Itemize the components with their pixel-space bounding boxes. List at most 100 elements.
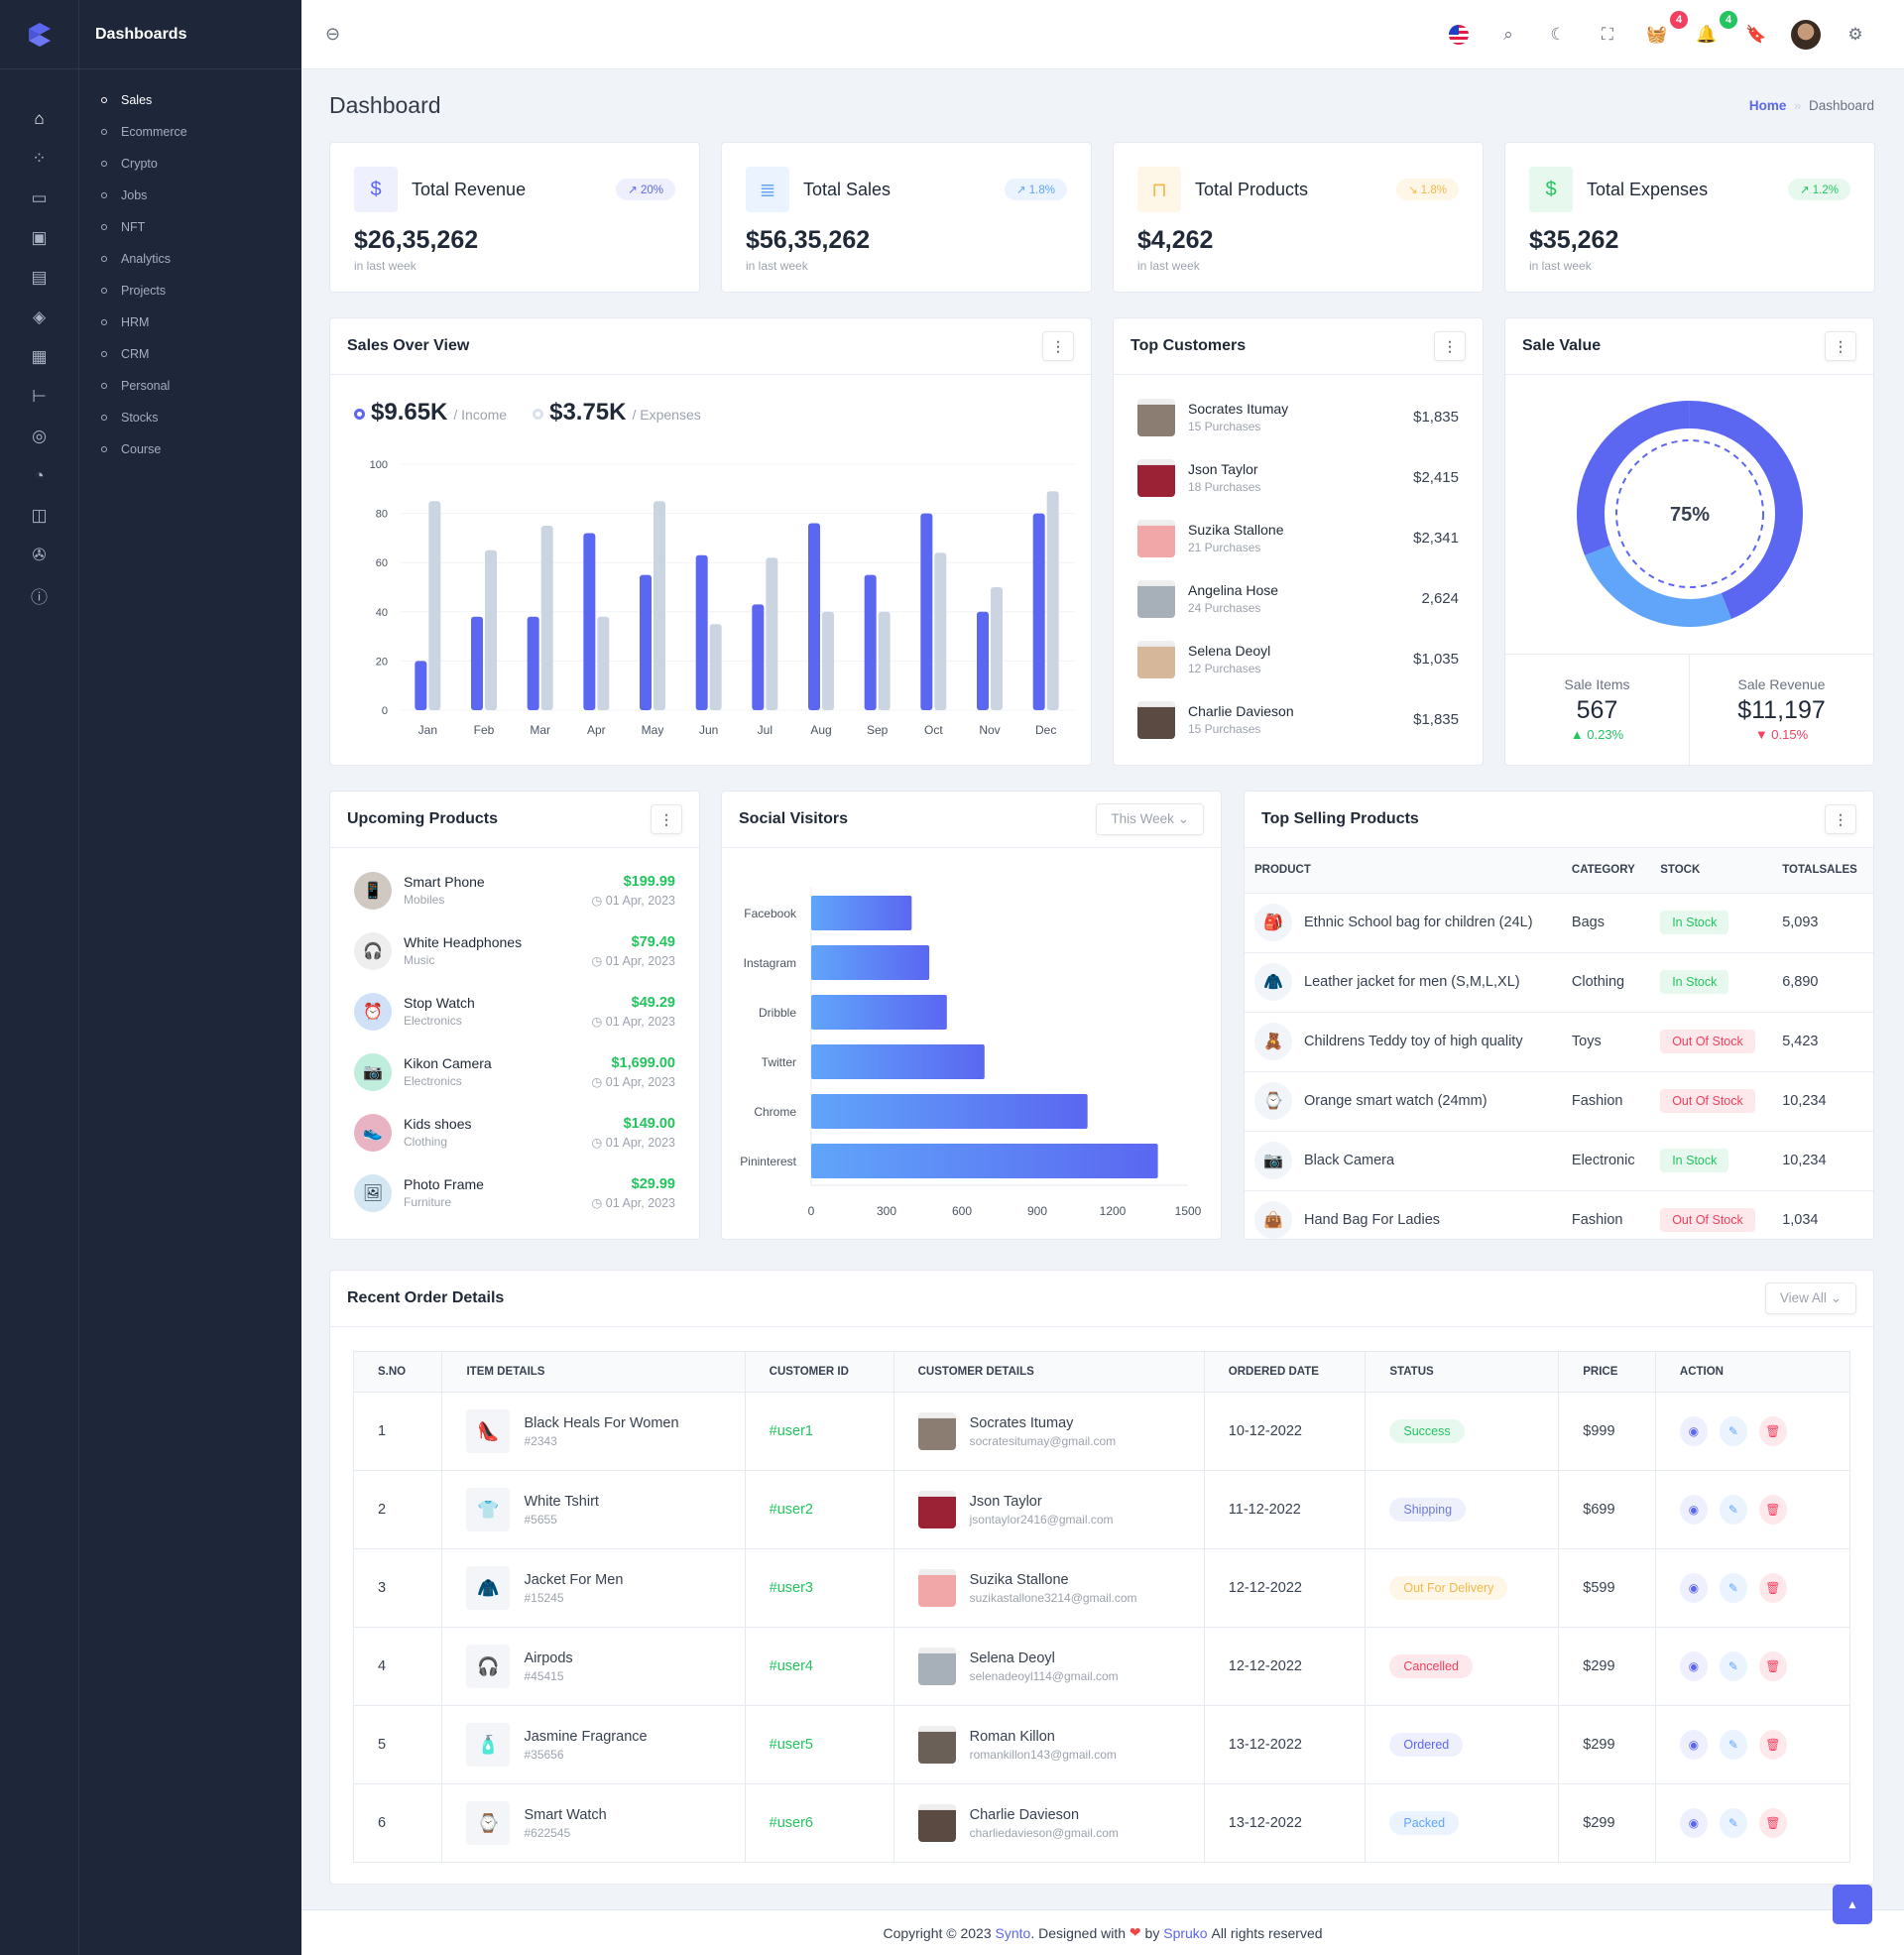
- customer-item[interactable]: Angelina Hose 24 Purchases 2,624: [1114, 568, 1483, 629]
- stock-badge: In Stock: [1660, 911, 1729, 934]
- sidebar-item-crm[interactable]: CRM: [79, 338, 301, 370]
- edit-pencil-icon[interactable]: ✎: [1719, 1730, 1747, 1760]
- delete-trash-icon[interactable]: 🗑: [1758, 1808, 1787, 1838]
- table-row[interactable]: 📷 Black Camera Electronic In Stock 10,234: [1245, 1131, 1873, 1191]
- sidebar-item-personal[interactable]: Personal: [79, 370, 301, 402]
- table-row[interactable]: 👜 Hand Bag For Ladies Fashion Out Of Stock 1…: [1245, 1190, 1873, 1239]
- home-icon[interactable]: ⌂: [34, 109, 45, 128]
- item-image: 🧥: [466, 1566, 511, 1610]
- logo[interactable]: [0, 0, 78, 69]
- delete-trash-icon[interactable]: 🗑: [1758, 1495, 1787, 1525]
- sidebar-item-sales[interactable]: Sales: [79, 84, 301, 116]
- more-options-button[interactable]: ⋮: [651, 804, 682, 834]
- delete-trash-icon[interactable]: 🗑: [1758, 1651, 1787, 1681]
- bookmark-icon[interactable]: 🔖: [1745, 24, 1767, 44]
- delete-trash-icon[interactable]: 🗑: [1758, 1416, 1787, 1446]
- customer-id[interactable]: #user4: [744, 1627, 894, 1706]
- more-options-button[interactable]: ⋮: [1825, 804, 1856, 834]
- item-code: #15245: [524, 1590, 564, 1605]
- circle-bullet-icon: [101, 415, 107, 421]
- edit-pencil-icon[interactable]: ✎: [1719, 1651, 1747, 1681]
- upcoming-product-item[interactable]: ⏰ Stop Watch Electronics $49.29 ◷ 01 Apr, 20…: [330, 981, 699, 1041]
- report-icon[interactable]: ▦: [31, 347, 48, 366]
- delete-trash-icon[interactable]: 🗑: [1758, 1573, 1787, 1603]
- settings-gear-icon[interactable]: ⚙: [1847, 24, 1863, 44]
- footer-rights: All rights reserved: [1211, 1924, 1323, 1941]
- breadcrumb-home[interactable]: Home: [1748, 98, 1787, 113]
- book-icon[interactable]: ◫: [31, 506, 48, 525]
- language-flag-icon[interactable]: [1434, 15, 1484, 55]
- alert-circle-icon[interactable]: ⓘ: [31, 587, 48, 607]
- table-row[interactable]: 🧥 Leather jacket for men (S,M,L,XL) Clothi…: [1245, 952, 1873, 1013]
- more-options-button[interactable]: ⋮: [1434, 331, 1466, 361]
- sidebar-item-nft[interactable]: NFT: [79, 211, 301, 243]
- avatar[interactable]: [1781, 15, 1831, 55]
- inbox-icon[interactable]: ▭: [31, 188, 48, 207]
- view-all-dropdown[interactable]: View All ⌄: [1764, 1283, 1856, 1314]
- view-eye-icon[interactable]: ◉: [1679, 1573, 1708, 1603]
- sidebar-item-jobs[interactable]: Jobs: [79, 180, 301, 211]
- moon-icon[interactable]: ☾: [1550, 24, 1566, 44]
- aperture-icon[interactable]: ✇: [32, 546, 47, 564]
- search-icon[interactable]: ⌕: [1503, 24, 1513, 44]
- edit-pencil-icon[interactable]: ✎: [1719, 1808, 1747, 1838]
- chip-icon[interactable]: ▣: [31, 228, 48, 247]
- back-to-top-button[interactable]: ▲: [1833, 1885, 1872, 1924]
- sidebar-title: Dashboards: [79, 0, 301, 69]
- customer-name: Selena Deoyl: [1188, 643, 1271, 659]
- customer-id[interactable]: #user3: [744, 1548, 894, 1628]
- edit-pencil-icon[interactable]: ✎: [1719, 1495, 1747, 1525]
- more-options-button[interactable]: ⋮: [1042, 331, 1074, 361]
- sidebar-item-projects[interactable]: Projects: [79, 275, 301, 306]
- fullscreen-icon[interactable]: ⛶: [1602, 24, 1613, 44]
- customer-item[interactable]: Socrates Itumay 15 Purchases $1,835: [1114, 387, 1483, 447]
- table-row[interactable]: 🧸 Childrens Teddy toy of high quality Toys…: [1245, 1012, 1873, 1072]
- x-tick-label: May: [642, 723, 664, 737]
- cart-button[interactable]: 🧺 4: [1632, 10, 1688, 55]
- customer-item[interactable]: Json Taylor 18 Purchases $2,415: [1114, 447, 1483, 508]
- customer-id[interactable]: #user6: [744, 1783, 894, 1863]
- upcoming-product-item[interactable]: 📱 Smart Phone Mobiles $199.99 ◷ 01 Apr, 2023: [330, 860, 699, 920]
- delete-trash-icon[interactable]: 🗑: [1758, 1730, 1787, 1760]
- product-price: $1,699.00: [611, 1054, 675, 1071]
- upcoming-product-item[interactable]: 🎧 White Headphones Music $79.49 ◷ 01 Apr, 20…: [330, 920, 699, 981]
- tree-icon[interactable]: ⊢: [32, 387, 47, 406]
- sidebar-item-course[interactable]: Course: [79, 433, 301, 465]
- file-icon[interactable]: ▤: [31, 268, 48, 287]
- view-eye-icon[interactable]: ◉: [1679, 1808, 1708, 1838]
- view-eye-icon[interactable]: ◉: [1679, 1651, 1708, 1681]
- back-circle-icon[interactable]: ⊖: [325, 24, 341, 44]
- edit-pencil-icon[interactable]: ✎: [1719, 1416, 1747, 1446]
- view-eye-icon[interactable]: ◉: [1679, 1416, 1708, 1446]
- apps-icon[interactable]: ⁘: [32, 149, 47, 168]
- table-row[interactable]: 🎒 Ethnic School bag for children (24L) Bag…: [1245, 893, 1873, 953]
- layers-icon[interactable]: ◈: [32, 307, 47, 326]
- sidebar-item-stocks[interactable]: Stocks: [79, 402, 301, 433]
- map-pin-icon[interactable]: ◎: [32, 427, 47, 445]
- customer-item[interactable]: Charlie Davieson 15 Purchases $1,835: [1114, 689, 1483, 750]
- customer-id[interactable]: #user2: [744, 1470, 894, 1549]
- sidebar-item-crypto[interactable]: Crypto: [79, 148, 301, 180]
- sidebar-item-ecommerce[interactable]: Ecommerce: [79, 116, 301, 148]
- customer-item[interactable]: Suzika Stallone 21 Purchases $2,341: [1114, 508, 1483, 568]
- footer-company-link[interactable]: Spruko: [1163, 1924, 1208, 1941]
- view-eye-icon[interactable]: ◉: [1679, 1495, 1708, 1525]
- sidebar-item-hrm[interactable]: HRM: [79, 306, 301, 338]
- notifications-button[interactable]: 🔔 4: [1682, 10, 1737, 55]
- customer-id[interactable]: #user1: [744, 1392, 894, 1471]
- bar-expenses-jun: [709, 624, 722, 710]
- income-value: $9.65K: [371, 399, 448, 426]
- customer-id[interactable]: #user5: [744, 1705, 894, 1784]
- view-eye-icon[interactable]: ◉: [1679, 1730, 1708, 1760]
- upcoming-product-item[interactable]: 👟 Kids shoes Clothing $149.00 ◷ 01 Apr, 2023: [330, 1102, 699, 1162]
- footer-brand-link[interactable]: Synto: [995, 1924, 1031, 1941]
- period-dropdown[interactable]: This Week ⌄: [1096, 803, 1204, 835]
- customer-item[interactable]: Selena Deoyl 12 Purchases $1,035: [1114, 629, 1483, 689]
- upcoming-product-item[interactable]: 🖼 Photo Frame Furniture $29.99 ◷ 01 Apr, 202…: [330, 1162, 699, 1223]
- edit-pencil-icon[interactable]: ✎: [1719, 1573, 1747, 1603]
- pie-chart-icon[interactable]: ◔: [34, 466, 45, 485]
- upcoming-product-item[interactable]: 📷 Kikon Camera Electronics $1,699.00 ◷ 01 Ap…: [330, 1041, 699, 1102]
- more-options-button[interactable]: ⋮: [1825, 331, 1856, 361]
- table-row[interactable]: ⌚ Orange smart watch (24mm) Fashion Out Of …: [1245, 1071, 1873, 1132]
- sidebar-item-analytics[interactable]: Analytics: [79, 243, 301, 275]
